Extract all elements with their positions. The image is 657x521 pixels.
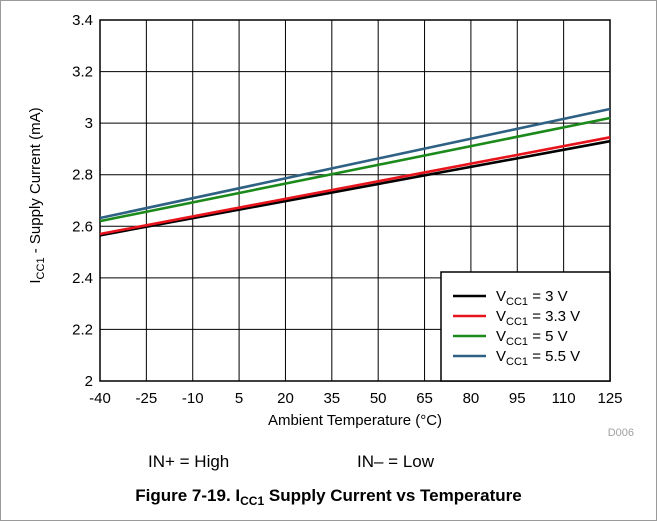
y-tick-label: 3.2 [72, 64, 93, 81]
x-tick-label: -25 [136, 390, 158, 407]
series-layer [99, 107, 611, 237]
x-tick-label: 110 [552, 390, 576, 407]
x-tick-label: 95 [509, 390, 526, 407]
x-tick-label: 125 [597, 390, 622, 407]
x-tick-label: -10 [182, 390, 204, 407]
y-tick-label: 2.2 [72, 321, 93, 338]
x-axis-label: Ambient Temperature (°C) [268, 412, 442, 429]
y-axis-label-subscript: CC1 [35, 257, 47, 279]
series-line [99, 136, 611, 236]
legend-label: VCC1 = 5 V [496, 328, 568, 348]
x-tick-label: 20 [277, 390, 294, 407]
figure-id: D006 [608, 427, 634, 439]
y-tick-label: 2.6 [72, 218, 93, 235]
figure-caption: Figure 7-19. ICC1 Supply Current vs Temp… [0, 486, 657, 508]
series-line [99, 116, 611, 223]
x-tick-labels: -40 -25 -10 5 20 35 50 65 80 95 110 125 [89, 390, 622, 407]
note-in-plus: IN+ = High [148, 452, 230, 471]
caption-subscript: CC1 [240, 494, 265, 508]
x-tick-label: 65 [416, 390, 433, 407]
x-tick-label: -40 [89, 390, 111, 407]
y-axis-label: ICC1 - Supply Current (mA) [27, 107, 47, 283]
y-tick-label: 2.8 [72, 167, 93, 184]
legend-label: VCC1 = 5.5 V [496, 348, 580, 368]
y-axis-label-rest: - Supply Current (mA) [27, 107, 44, 257]
y-tick-label: 2 [85, 373, 93, 390]
y-axis-label-main: I [27, 279, 44, 283]
x-tick-label: 5 [235, 390, 243, 407]
plot-border [99, 19, 611, 382]
series-line [99, 107, 611, 220]
x-tick-label: 50 [370, 390, 387, 407]
x-tick-label: 35 [323, 390, 340, 407]
legend-box [440, 271, 611, 382]
y-tick-label: 2.4 [72, 270, 93, 287]
legend-label: VCC1 = 3.3 V [496, 308, 580, 328]
caption-suffix: Supply Current vs Temperature [264, 486, 522, 505]
y-tick-label: 3 [85, 115, 93, 132]
x-tick-label: 80 [463, 390, 480, 407]
caption-prefix: Figure 7-19. I [135, 486, 241, 505]
note-in-minus: IN– = Low [357, 452, 435, 471]
y-tick-label: 3.4 [72, 12, 93, 29]
legend-label: VCC1 = 3 V [496, 288, 568, 308]
series-line [99, 139, 611, 237]
chart: 2 2.2 2.4 2.6 2.8 3 3.2 3.4 -40 -25 -10 5 20 35 50 65 8… [27, 12, 634, 439]
y-tick-labels: 2 2.2 2.4 2.6 2.8 3 3.2 3.4 [72, 12, 93, 390]
